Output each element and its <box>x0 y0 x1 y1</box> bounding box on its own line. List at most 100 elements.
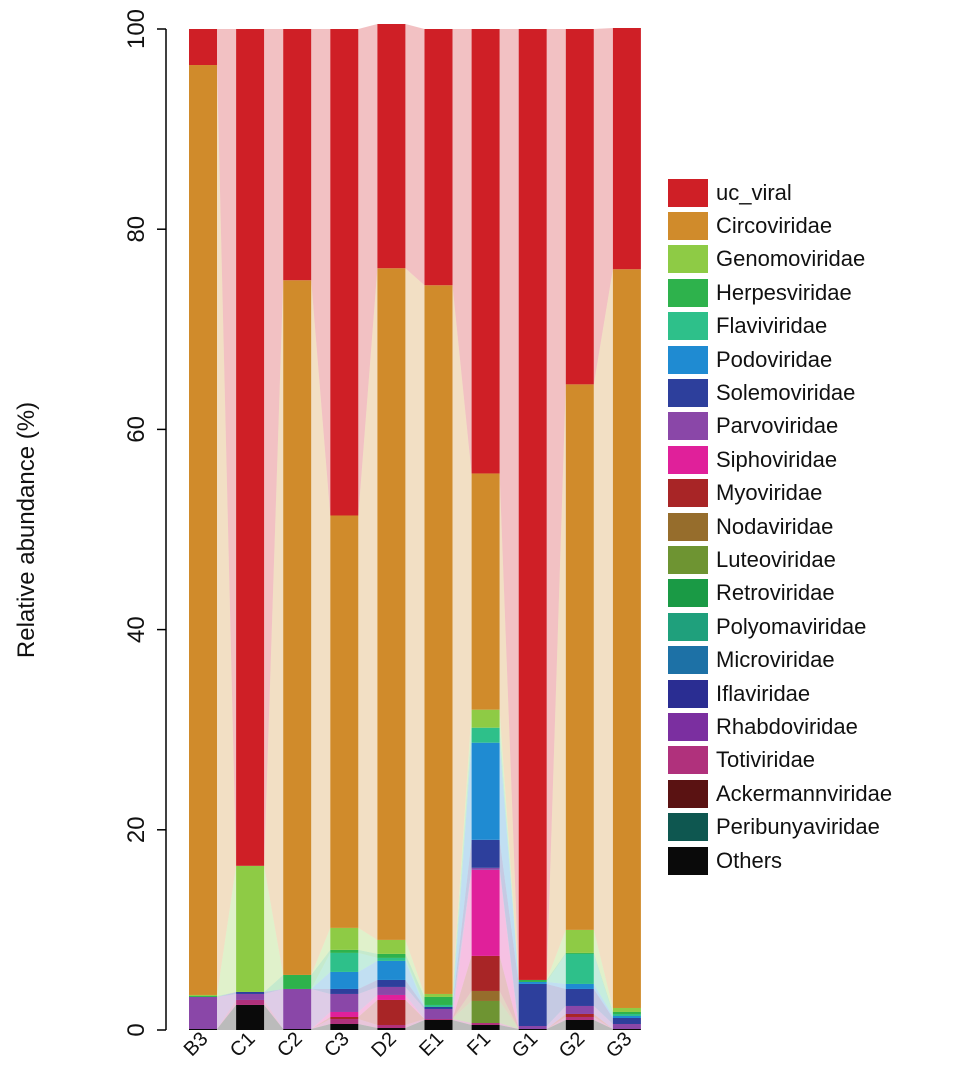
flow-band-genomoviridae <box>217 865 237 996</box>
bar-segment-d2-solemoviridae <box>377 979 406 987</box>
flow-band-uc-viral <box>452 29 472 474</box>
legend-item: Genomoviridae <box>668 243 892 276</box>
flow-band-herpesviridae <box>593 952 613 1014</box>
legend-swatch <box>668 712 708 741</box>
legend-swatch <box>668 245 708 274</box>
flow-band-uc-viral <box>405 23 425 286</box>
flow-band-others <box>405 1019 425 1030</box>
legend-item: Ackermannviridae <box>668 777 892 810</box>
legend-label: Myoviridae <box>716 480 823 506</box>
y-tick-label: 80 <box>123 216 150 243</box>
bar-segment-g2-flaviviridae <box>565 953 594 984</box>
flow-band-genomoviridae <box>358 927 378 954</box>
bar-segment-g1-podoviridae <box>518 981 547 984</box>
flow-band-others <box>358 1023 378 1030</box>
flow-band-parvoviridae <box>217 993 237 1029</box>
legend-swatch <box>668 412 708 441</box>
flow-band-circoviridae <box>405 268 425 994</box>
legend-item: Luteoviridae <box>668 543 892 576</box>
flow-band-myoviridae <box>452 955 472 1019</box>
bar-segment-f1-myoviridae <box>471 955 500 991</box>
flow-band-circoviridae <box>264 280 284 975</box>
bar-segment-g1-others <box>518 1028 547 1030</box>
bar-segment-f1-luteoviridae <box>471 1000 500 1023</box>
legend-swatch <box>668 579 708 608</box>
flow-band-siphoviridae <box>405 994 425 1019</box>
flow-band-genomoviridae <box>593 929 613 1012</box>
legend-label: Parvoviridae <box>716 413 839 439</box>
bar-segment-g1-parvoviridae <box>518 1025 547 1029</box>
bar-segment-d2-podoviridae <box>377 960 406 980</box>
y-tick-label: 20 <box>123 816 150 843</box>
legend-swatch <box>668 479 708 508</box>
bar-segment-f1-podoviridae <box>471 742 500 840</box>
legend-item: Siphoviridae <box>668 443 892 476</box>
flow-band-genomoviridae <box>546 929 566 980</box>
flow-band-flaviviridae <box>593 953 613 1016</box>
chart-legend: uc_viral Circoviridae Genomoviridae Herpesv… <box>668 176 892 877</box>
bar-segment-b3-parvoviridae <box>189 996 217 1029</box>
flow-band-genomoviridae <box>499 709 519 980</box>
bar-segment-c1-parvoviridae <box>236 993 265 1000</box>
bar-segment-c1-uc-viral <box>236 29 265 866</box>
flow-band-myoviridae <box>593 1013 613 1029</box>
flow-band-totiviridae <box>311 1018 331 1029</box>
legend-swatch <box>668 679 708 708</box>
legend-label: Iflaviridae <box>716 680 811 706</box>
bar-segment-c1-genomoviridae <box>236 865 265 992</box>
bar-segment-e1-totiviridae <box>424 1018 453 1020</box>
flow-band-uc-viral <box>358 23 378 516</box>
legend-item: uc_viral <box>668 176 892 209</box>
bar-segment-d2-totiviridae <box>377 1024 406 1028</box>
flow-band-podoviridae <box>358 960 378 989</box>
flow-band-herpesviridae <box>405 953 425 1005</box>
legend-label: Solemoviridae <box>716 380 856 406</box>
flow-band-parvoviridae <box>311 988 331 1029</box>
flow-band-flaviviridae <box>452 727 472 1007</box>
bar-segment-d2-siphoviridae <box>377 994 406 1000</box>
flow-band-parvoviridae <box>358 986 378 1012</box>
flow-band-nodaviridae <box>499 990 519 1029</box>
bar-segment-f1-nodaviridae <box>471 990 500 1001</box>
legend-label: Nodaviridae <box>716 513 834 539</box>
bar-segment-g3-others <box>612 1028 641 1030</box>
flow-band-podoviridae <box>499 742 519 984</box>
legend-label: Herpesviridae <box>716 279 852 305</box>
bar-segment-g2-totiviridae <box>565 1016 594 1020</box>
flow-band-flaviviridae <box>499 727 519 982</box>
flow-band-siphoviridae <box>452 869 472 1019</box>
bar-segment-g2-uc-viral <box>565 29 594 385</box>
legend-label: Genomoviridae <box>716 246 866 272</box>
x-tick-label-b3: B3 <box>180 1028 213 1061</box>
legend-item: Retroviridae <box>668 577 892 610</box>
x-tick-label-c3: C3 <box>320 1028 354 1062</box>
legend-label: Totiviridae <box>716 747 816 773</box>
bar-segment-d2-flaviviridae <box>377 957 406 961</box>
flow-band-totiviridae <box>358 1018 378 1028</box>
legend-item: Nodaviridae <box>668 510 892 543</box>
flow-band-solemoviridae <box>217 991 237 997</box>
bar-segment-g3-herpesviridae <box>612 1011 641 1014</box>
legend-item: Myoviridae <box>668 477 892 510</box>
bar-segment-e1-parvoviridae <box>424 1008 453 1019</box>
flow-band-solemoviridae <box>499 839 519 1026</box>
flow-band-parvoviridae <box>499 867 519 1029</box>
legend-item: Flaviviridae <box>668 310 892 343</box>
flow-band-solemoviridae <box>546 983 566 1026</box>
flow-band-uc-viral <box>593 27 613 385</box>
bar-segment-f1-totiviridae <box>471 1022 500 1025</box>
legend-label: Retroviridae <box>716 580 835 606</box>
legend-label: Polyomaviridae <box>716 613 867 639</box>
flow-band-podoviridae <box>593 983 613 1018</box>
flow-band-solemoviridae <box>311 988 331 994</box>
bar-segment-g3-circoviridae <box>612 269 641 1008</box>
flow-band-genomoviridae <box>452 709 472 997</box>
flow-band-others <box>217 1004 237 1030</box>
x-tick-label-g1: G1 <box>508 1028 542 1062</box>
flow-band-genomoviridae <box>405 939 425 997</box>
legend-swatch <box>668 178 708 207</box>
bar-segment-g1-herpesviridae <box>518 979 547 982</box>
bar-segment-c2-uc-viral <box>283 29 312 281</box>
bar-segment-d2-parvoviridae <box>377 986 406 995</box>
